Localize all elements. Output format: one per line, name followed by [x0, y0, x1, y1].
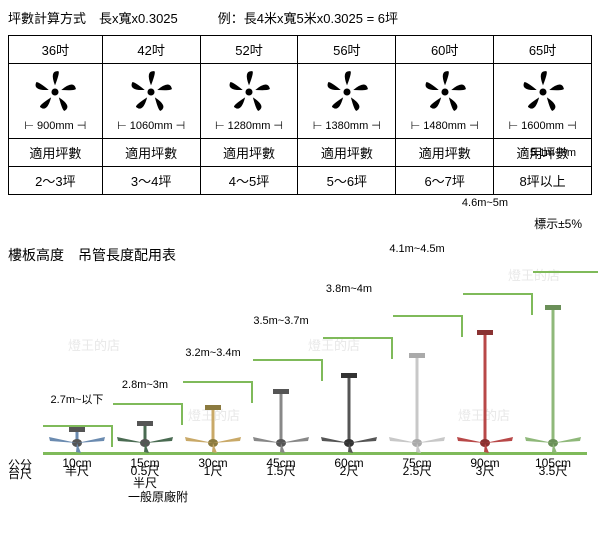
- size-header: 60吋: [396, 36, 494, 64]
- mm-label: ⊢ 1380mm ⊣: [313, 119, 381, 132]
- chi-value: 3尺: [451, 465, 519, 489]
- fan-icon: [33, 70, 77, 117]
- fan-unit: 5.1m~6m: [519, 305, 587, 455]
- ping-value: 6～7坪: [396, 167, 494, 195]
- formula-row: 坪數計算方式 長x寬x0.3025 例：長4米x寬5米x0.3025 = 6坪: [8, 8, 592, 27]
- fan-icon: [325, 70, 369, 117]
- ping-label: 適用坪數: [9, 139, 103, 167]
- height-label: 4.6m~5m: [462, 197, 508, 209]
- fan-icon-cell: ⊢ 1600mm ⊣: [494, 64, 592, 139]
- chi-label: 台尺: [8, 465, 43, 489]
- fan-icon: [227, 70, 271, 117]
- fan-unit: 3.5m~3.7m: [247, 389, 315, 455]
- fan-unit: 4.1m~4.5m: [383, 353, 451, 455]
- chart-area: 標示±5% 樓板高度 吊管長度配用表 燈王的店燈王的店燈王的店燈王的店燈王的店 …: [8, 215, 592, 495]
- ping-label: 適用坪數: [200, 139, 298, 167]
- fan-icon-cell: ⊢ 900mm ⊣: [9, 64, 103, 139]
- fan-icon: [129, 70, 173, 117]
- height-label: 3.8m~4m: [326, 283, 372, 295]
- mm-label: ⊢ 1600mm ⊣: [509, 119, 577, 132]
- fan-icon-cell: ⊢ 1280mm ⊣: [200, 64, 298, 139]
- formula-right: 例：長4米x寬5米x0.3025 = 6坪: [218, 8, 398, 27]
- fan-unit: 3.2m~3.4m: [179, 405, 247, 455]
- fan-icon-cell: ⊢ 1060mm ⊣: [102, 64, 200, 139]
- ping-value: 8坪以上: [494, 167, 592, 195]
- chi-value: 半尺: [43, 465, 111, 489]
- ping-label: 適用坪數: [102, 139, 200, 167]
- fan-unit: 2.8m~3m: [111, 421, 179, 455]
- mm-label: ⊢ 1280mm ⊣: [215, 119, 283, 132]
- size-header: 42吋: [102, 36, 200, 64]
- ping-value: 2～3坪: [9, 167, 103, 195]
- size-table: 36吋42吋52吋56吋60吋65吋 ⊢ 900mm ⊣ ⊢ 1060mm ⊣ …: [8, 35, 592, 195]
- height-label: 2.8m~3m: [122, 379, 168, 391]
- factory-note: 一般原廠附: [128, 488, 188, 505]
- mm-label: ⊢ 1480mm ⊣: [411, 119, 479, 132]
- chi-value: 3.5尺: [519, 465, 587, 489]
- fan-icon: [423, 70, 467, 117]
- height-label: 4.1m~4.5m: [389, 243, 444, 255]
- chi-value: 2.5尺: [383, 465, 451, 489]
- size-header: 52吋: [200, 36, 298, 64]
- chi-value: 2尺: [315, 465, 383, 489]
- height-label: 3.2m~3.4m: [185, 347, 240, 359]
- height-label: 3.5m~3.7m: [253, 315, 308, 327]
- mm-label: ⊢ 900mm ⊣: [24, 119, 86, 132]
- fan-icon-cell: ⊢ 1480mm ⊣: [396, 64, 494, 139]
- ping-label: 適用坪數: [396, 139, 494, 167]
- ping-value: 4～5坪: [200, 167, 298, 195]
- size-header: 56吋: [298, 36, 396, 64]
- height-label: 2.7m~以下: [51, 391, 104, 407]
- size-header: 36吋: [9, 36, 103, 64]
- chi-value: 1.5尺: [247, 465, 315, 489]
- fan-unit: 3.8m~4m: [315, 373, 383, 455]
- height-label: 5.1m~6m: [530, 147, 576, 159]
- ping-label: 適用坪數: [298, 139, 396, 167]
- ping-value: 5～6坪: [298, 167, 396, 195]
- formula-left: 坪數計算方式 長x寬x0.3025: [8, 8, 178, 27]
- chart-title: 樓板高度 吊管長度配用表: [8, 245, 176, 265]
- chi-value: 0.5尺 半尺: [111, 465, 179, 489]
- tolerance-label: 標示±5%: [534, 215, 582, 232]
- mm-label: ⊢ 1060mm ⊣: [117, 119, 185, 132]
- size-header: 65吋: [494, 36, 592, 64]
- fan-icon-cell: ⊢ 1380mm ⊣: [298, 64, 396, 139]
- ping-value: 3～4坪: [102, 167, 200, 195]
- chi-row: 台尺 半尺0.5尺 半尺1尺1.5尺2尺2.5尺3尺3.5尺: [8, 465, 587, 489]
- chi-value: 1尺: [179, 465, 247, 489]
- fan-icon: [521, 70, 565, 117]
- fans-row: 2.7m~以下 2.8m~3m 3.2m~3.4m 3.5m~3.7m: [43, 265, 587, 455]
- fan-unit: 4.6m~5m: [451, 330, 519, 455]
- fan-unit: 2.7m~以下: [43, 427, 111, 455]
